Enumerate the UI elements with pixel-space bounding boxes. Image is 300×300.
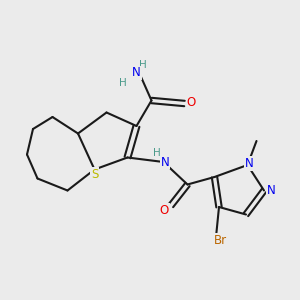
Text: N: N <box>244 157 253 170</box>
Text: H: H <box>153 148 161 158</box>
Text: S: S <box>91 168 98 181</box>
Text: H: H <box>119 77 127 88</box>
Text: N: N <box>132 66 141 80</box>
Text: H: H <box>139 59 146 70</box>
Text: Br: Br <box>214 234 227 247</box>
Text: N: N <box>160 155 169 169</box>
Text: N: N <box>267 184 276 197</box>
Text: O: O <box>160 203 169 217</box>
Text: O: O <box>187 95 196 109</box>
